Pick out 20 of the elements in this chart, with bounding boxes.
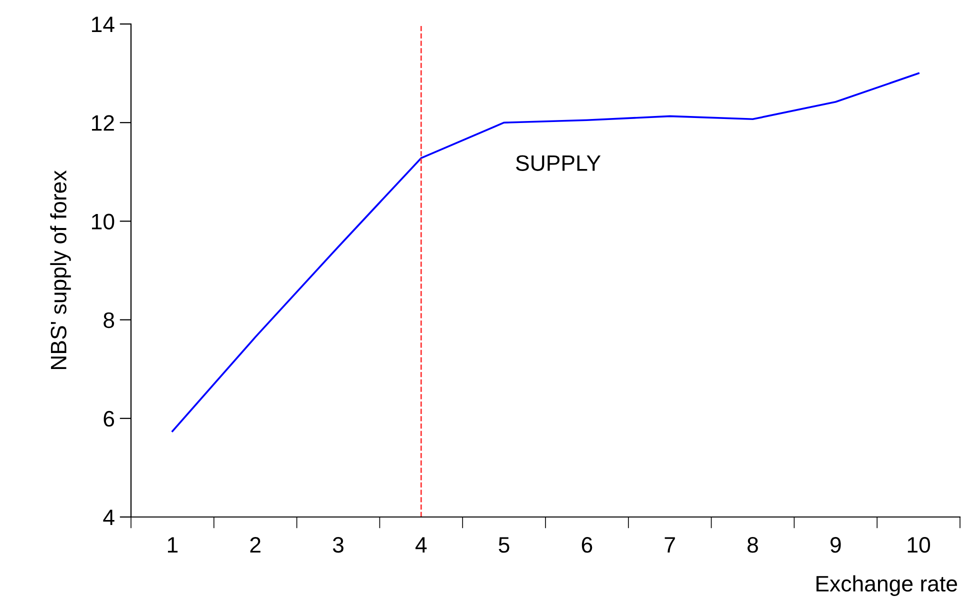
y-axis-title: NBS' supply of forex: [50, 170, 71, 369]
x-tick-label: 5: [498, 537, 510, 553]
y-tick-label: 10: [92, 214, 114, 230]
x-tick-label: 6: [582, 537, 592, 553]
x-tick-label: 8: [748, 537, 758, 553]
y-tick-label: 6: [104, 410, 114, 427]
y-tick-label: 14: [92, 16, 114, 32]
x-tick-label: 9: [830, 537, 841, 553]
line-series: [172, 72, 920, 432]
x-tick-label: 3: [332, 537, 344, 553]
y-tick-label: 8: [104, 312, 114, 328]
x-tick-label: 10: [908, 537, 930, 553]
x-tick-label: 1: [168, 537, 178, 553]
x-tick-label: 2: [250, 537, 260, 553]
x-tick-label: 7: [664, 537, 675, 553]
x-axis-title: Exchange rate: [816, 575, 958, 596]
y-tick-label: 12: [92, 115, 114, 131]
annotation: SUPPLY: [516, 155, 601, 171]
x-tick-label: 4: [415, 537, 427, 553]
y-tick-label: 4: [103, 510, 114, 526]
